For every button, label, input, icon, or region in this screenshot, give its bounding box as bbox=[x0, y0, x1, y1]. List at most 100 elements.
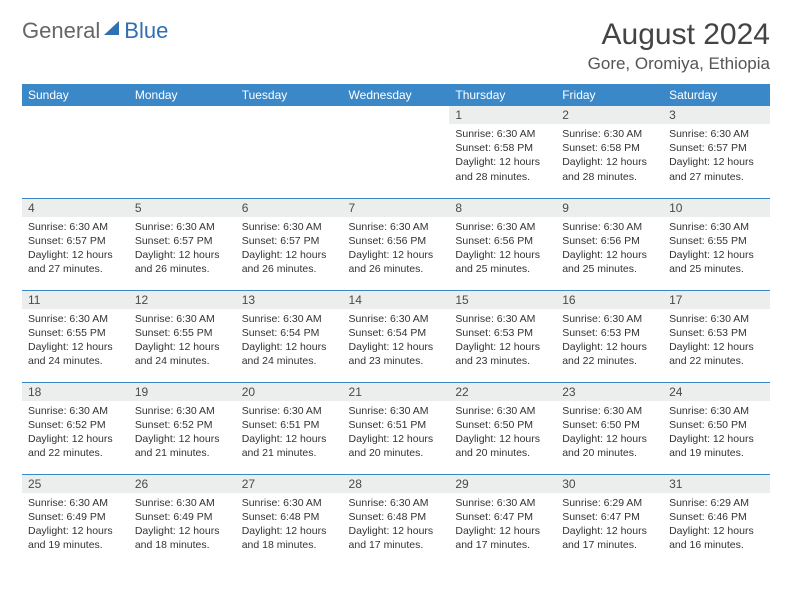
sunset-text: Sunset: 6:50 PM bbox=[562, 418, 657, 432]
day-details: Sunrise: 6:30 AMSunset: 6:51 PMDaylight:… bbox=[343, 401, 450, 467]
daylight-text: Daylight: 12 hours and 20 minutes. bbox=[349, 432, 444, 460]
calendar-cell bbox=[22, 106, 129, 198]
calendar-cell: 8Sunrise: 6:30 AMSunset: 6:56 PMDaylight… bbox=[449, 198, 556, 290]
sunrise-text: Sunrise: 6:30 AM bbox=[562, 127, 657, 141]
sunset-text: Sunset: 6:57 PM bbox=[28, 234, 123, 248]
sunrise-text: Sunrise: 6:30 AM bbox=[349, 496, 444, 510]
daylight-text: Daylight: 12 hours and 21 minutes. bbox=[242, 432, 337, 460]
sunset-text: Sunset: 6:56 PM bbox=[455, 234, 550, 248]
sunset-text: Sunset: 6:47 PM bbox=[562, 510, 657, 524]
daylight-text: Daylight: 12 hours and 24 minutes. bbox=[135, 340, 230, 368]
sunset-text: Sunset: 6:50 PM bbox=[669, 418, 764, 432]
sunrise-text: Sunrise: 6:30 AM bbox=[28, 312, 123, 326]
day-number: 3 bbox=[663, 106, 770, 124]
sunrise-text: Sunrise: 6:30 AM bbox=[669, 127, 764, 141]
sunrise-text: Sunrise: 6:30 AM bbox=[242, 404, 337, 418]
sunset-text: Sunset: 6:47 PM bbox=[455, 510, 550, 524]
day-number: 8 bbox=[449, 199, 556, 217]
calendar-cell: 15Sunrise: 6:30 AMSunset: 6:53 PMDayligh… bbox=[449, 290, 556, 382]
weekday-header: Wednesday bbox=[343, 84, 450, 106]
day-details: Sunrise: 6:30 AMSunset: 6:57 PMDaylight:… bbox=[236, 217, 343, 283]
calendar-cell: 4Sunrise: 6:30 AMSunset: 6:57 PMDaylight… bbox=[22, 198, 129, 290]
day-number: 27 bbox=[236, 475, 343, 493]
calendar-cell: 2Sunrise: 6:30 AMSunset: 6:58 PMDaylight… bbox=[556, 106, 663, 198]
month-title: August 2024 bbox=[588, 18, 770, 52]
sunset-text: Sunset: 6:58 PM bbox=[562, 141, 657, 155]
sunset-text: Sunset: 6:56 PM bbox=[562, 234, 657, 248]
sunset-text: Sunset: 6:58 PM bbox=[455, 141, 550, 155]
sunset-text: Sunset: 6:54 PM bbox=[349, 326, 444, 340]
day-details: Sunrise: 6:30 AMSunset: 6:58 PMDaylight:… bbox=[556, 124, 663, 190]
calendar-cell: 7Sunrise: 6:30 AMSunset: 6:56 PMDaylight… bbox=[343, 198, 450, 290]
weekday-header: Saturday bbox=[663, 84, 770, 106]
day-details: Sunrise: 6:30 AMSunset: 6:56 PMDaylight:… bbox=[449, 217, 556, 283]
sunset-text: Sunset: 6:52 PM bbox=[28, 418, 123, 432]
daylight-text: Daylight: 12 hours and 28 minutes. bbox=[562, 155, 657, 183]
day-details: Sunrise: 6:30 AMSunset: 6:53 PMDaylight:… bbox=[663, 309, 770, 375]
day-number: 17 bbox=[663, 291, 770, 309]
day-details: Sunrise: 6:30 AMSunset: 6:53 PMDaylight:… bbox=[449, 309, 556, 375]
sunset-text: Sunset: 6:57 PM bbox=[669, 141, 764, 155]
sunset-text: Sunset: 6:48 PM bbox=[349, 510, 444, 524]
daylight-text: Daylight: 12 hours and 26 minutes. bbox=[349, 248, 444, 276]
daylight-text: Daylight: 12 hours and 28 minutes. bbox=[455, 155, 550, 183]
day-details: Sunrise: 6:30 AMSunset: 6:54 PMDaylight:… bbox=[236, 309, 343, 375]
day-details: Sunrise: 6:30 AMSunset: 6:49 PMDaylight:… bbox=[129, 493, 236, 559]
day-number: 4 bbox=[22, 199, 129, 217]
page-header: General Blue August 2024 Gore, Oromiya, … bbox=[22, 18, 770, 74]
daylight-text: Daylight: 12 hours and 26 minutes. bbox=[242, 248, 337, 276]
calendar-cell: 17Sunrise: 6:30 AMSunset: 6:53 PMDayligh… bbox=[663, 290, 770, 382]
day-details: Sunrise: 6:29 AMSunset: 6:47 PMDaylight:… bbox=[556, 493, 663, 559]
daylight-text: Daylight: 12 hours and 21 minutes. bbox=[135, 432, 230, 460]
sunset-text: Sunset: 6:56 PM bbox=[349, 234, 444, 248]
calendar-cell: 31Sunrise: 6:29 AMSunset: 6:46 PMDayligh… bbox=[663, 474, 770, 566]
sunset-text: Sunset: 6:57 PM bbox=[135, 234, 230, 248]
daylight-text: Daylight: 12 hours and 19 minutes. bbox=[669, 432, 764, 460]
calendar-cell: 9Sunrise: 6:30 AMSunset: 6:56 PMDaylight… bbox=[556, 198, 663, 290]
calendar-cell: 20Sunrise: 6:30 AMSunset: 6:51 PMDayligh… bbox=[236, 382, 343, 474]
sunrise-text: Sunrise: 6:30 AM bbox=[135, 496, 230, 510]
day-number: 10 bbox=[663, 199, 770, 217]
day-number: 7 bbox=[343, 199, 450, 217]
daylight-text: Daylight: 12 hours and 24 minutes. bbox=[242, 340, 337, 368]
daylight-text: Daylight: 12 hours and 22 minutes. bbox=[562, 340, 657, 368]
calendar-table: SundayMondayTuesdayWednesdayThursdayFrid… bbox=[22, 84, 770, 566]
weekday-header: Thursday bbox=[449, 84, 556, 106]
day-details: Sunrise: 6:30 AMSunset: 6:56 PMDaylight:… bbox=[343, 217, 450, 283]
sunset-text: Sunset: 6:49 PM bbox=[135, 510, 230, 524]
calendar-cell: 16Sunrise: 6:30 AMSunset: 6:53 PMDayligh… bbox=[556, 290, 663, 382]
sunset-text: Sunset: 6:54 PM bbox=[242, 326, 337, 340]
day-details: Sunrise: 6:29 AMSunset: 6:46 PMDaylight:… bbox=[663, 493, 770, 559]
sunrise-text: Sunrise: 6:30 AM bbox=[669, 312, 764, 326]
sunrise-text: Sunrise: 6:30 AM bbox=[242, 496, 337, 510]
calendar-cell: 14Sunrise: 6:30 AMSunset: 6:54 PMDayligh… bbox=[343, 290, 450, 382]
calendar-cell: 1Sunrise: 6:30 AMSunset: 6:58 PMDaylight… bbox=[449, 106, 556, 198]
day-details: Sunrise: 6:30 AMSunset: 6:55 PMDaylight:… bbox=[663, 217, 770, 283]
calendar-cell: 29Sunrise: 6:30 AMSunset: 6:47 PMDayligh… bbox=[449, 474, 556, 566]
daylight-text: Daylight: 12 hours and 20 minutes. bbox=[455, 432, 550, 460]
sunset-text: Sunset: 6:55 PM bbox=[669, 234, 764, 248]
daylight-text: Daylight: 12 hours and 17 minutes. bbox=[349, 524, 444, 552]
daylight-text: Daylight: 12 hours and 18 minutes. bbox=[135, 524, 230, 552]
daylight-text: Daylight: 12 hours and 26 minutes. bbox=[135, 248, 230, 276]
weekday-header: Sunday bbox=[22, 84, 129, 106]
daylight-text: Daylight: 12 hours and 19 minutes. bbox=[28, 524, 123, 552]
calendar-cell: 3Sunrise: 6:30 AMSunset: 6:57 PMDaylight… bbox=[663, 106, 770, 198]
day-number: 11 bbox=[22, 291, 129, 309]
sunrise-text: Sunrise: 6:30 AM bbox=[135, 404, 230, 418]
day-details: Sunrise: 6:30 AMSunset: 6:50 PMDaylight:… bbox=[449, 401, 556, 467]
calendar-header-row: SundayMondayTuesdayWednesdayThursdayFrid… bbox=[22, 84, 770, 106]
calendar-cell bbox=[129, 106, 236, 198]
title-block: August 2024 Gore, Oromiya, Ethiopia bbox=[588, 18, 770, 74]
day-details: Sunrise: 6:30 AMSunset: 6:48 PMDaylight:… bbox=[236, 493, 343, 559]
day-number: 20 bbox=[236, 383, 343, 401]
calendar-cell: 23Sunrise: 6:30 AMSunset: 6:50 PMDayligh… bbox=[556, 382, 663, 474]
calendar-cell: 5Sunrise: 6:30 AMSunset: 6:57 PMDaylight… bbox=[129, 198, 236, 290]
sunrise-text: Sunrise: 6:30 AM bbox=[455, 404, 550, 418]
day-number: 25 bbox=[22, 475, 129, 493]
day-details: Sunrise: 6:30 AMSunset: 6:58 PMDaylight:… bbox=[449, 124, 556, 190]
day-number: 14 bbox=[343, 291, 450, 309]
daylight-text: Daylight: 12 hours and 17 minutes. bbox=[455, 524, 550, 552]
daylight-text: Daylight: 12 hours and 20 minutes. bbox=[562, 432, 657, 460]
daylight-text: Daylight: 12 hours and 25 minutes. bbox=[669, 248, 764, 276]
